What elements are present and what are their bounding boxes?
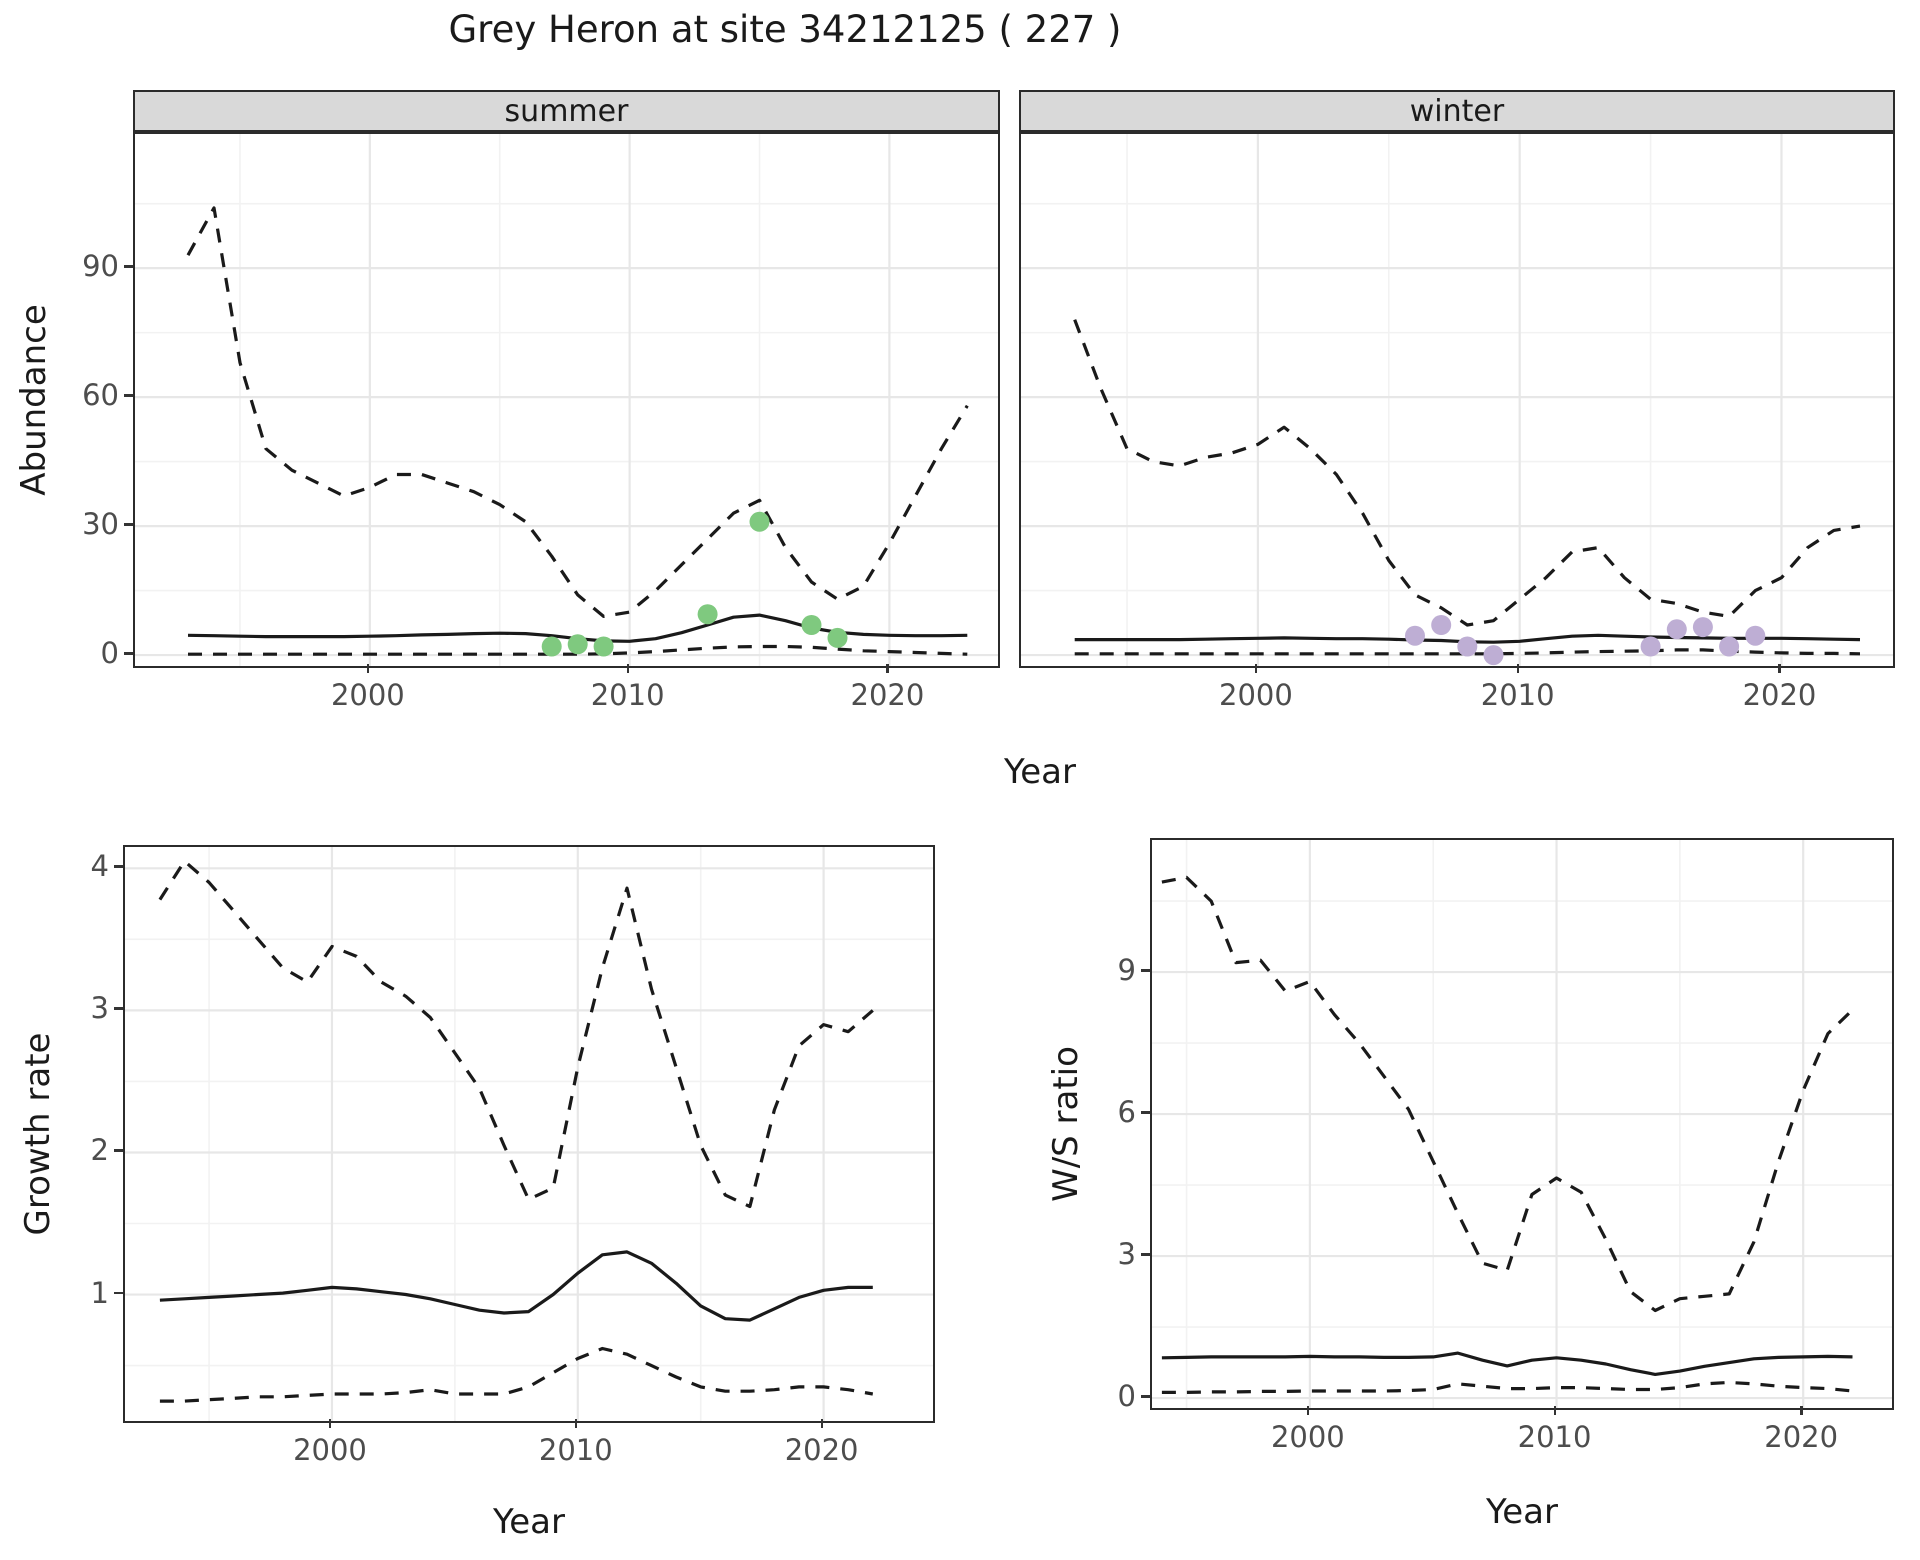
axis-tick-mark: [328, 1419, 332, 1428]
axis-tick-mark: [1306, 1406, 1310, 1415]
winter-abundance-observed-counts-point: [1719, 636, 1740, 657]
axis-tick-mark: [114, 865, 123, 868]
growth-rate-panel: [123, 845, 935, 1423]
ws-ratio-y-tick-label: 6: [1117, 1095, 1136, 1130]
winter-abundance-panel: [1019, 132, 1895, 668]
summer-abundance-observed-counts-point: [593, 636, 614, 657]
summer-abundance-y-tick-label: 30: [82, 507, 119, 542]
axis-tick-mark: [124, 394, 133, 397]
summer-abundance-x-tick-label: 2010: [590, 678, 665, 712]
winter-abundance-observed-counts-point: [1431, 615, 1452, 635]
ws-ratio-x-axis-title: Year: [1486, 1492, 1558, 1532]
summer-abundance-y-tick-label: 60: [82, 378, 119, 413]
summer-abundance-observed-counts-point: [567, 634, 588, 655]
winter-abundance-observed-counts-point: [1457, 636, 1478, 657]
axis-tick-mark: [1141, 1395, 1150, 1398]
axis-tick-mark: [1141, 1111, 1150, 1114]
winter-abundance-observed-counts-point: [1745, 625, 1766, 646]
summer-abundance-svg: [135, 134, 998, 666]
growth-rate-y-tick-label: 1: [90, 1275, 109, 1310]
axis-tick-mark: [114, 1007, 123, 1010]
growth-rate-upper-95ci-line: [158, 859, 874, 1209]
axis-tick-mark: [366, 664, 370, 673]
axis-tick-mark: [1553, 1406, 1557, 1415]
axis-tick-mark: [1516, 664, 1520, 673]
facet-strip-winter: winter: [1019, 90, 1895, 132]
axis-tick-mark: [1800, 1406, 1803, 1415]
summer-abundance-observed-counts-point: [697, 604, 718, 625]
ws-ratio-panel: [1150, 838, 1894, 1410]
axis-tick-mark: [114, 1149, 123, 1152]
winter-abundance-observed-counts-point: [1640, 636, 1661, 657]
summer-abundance-lower-95ci-line: [188, 644, 968, 656]
summer-abundance-x-tick-label: 2020: [850, 678, 925, 712]
winter-abundance-observed-counts-point: [1405, 625, 1425, 646]
chart-title: Grey Heron at site 34212125 ( 227 ): [448, 8, 1122, 51]
ws-ratio-x-tick-label: 2000: [1270, 1420, 1345, 1454]
summer-abundance-y-tick-label: 90: [82, 249, 119, 284]
summer-abundance-observed-counts-point: [801, 615, 822, 635]
growth-rate-lower-95ci-line: [159, 1346, 874, 1403]
facet-strip-summer-label: summer: [504, 93, 629, 129]
growth-rate-y-tick-label: 3: [90, 991, 109, 1026]
summer-abundance-panel: [133, 132, 1000, 668]
axis-tick-mark: [820, 1419, 824, 1428]
growth-rate-y-tick-label: 4: [90, 849, 109, 884]
axis-tick-mark: [124, 652, 133, 655]
axis-tick-mark: [1254, 664, 1258, 673]
winter-abundance-upper-95ci-line: [1073, 319, 1861, 627]
axis-tick-mark: [1141, 1253, 1150, 1256]
axis-tick-mark: [1778, 664, 1781, 673]
growth-rate-x-axis-title: Year: [493, 1502, 565, 1542]
ws-ratio-x-tick-label: 2020: [1764, 1420, 1839, 1454]
summer-abundance-observed-counts-point: [541, 636, 562, 657]
winter-abundance-observed-counts-point: [1692, 617, 1713, 638]
axis-tick-mark: [1141, 969, 1150, 972]
ws-ratio-median-line: [1161, 1351, 1853, 1376]
summer-abundance-observed-counts-point: [827, 627, 848, 648]
summer-abundance-observed-counts-point: [749, 511, 770, 532]
axis-tick-mark: [124, 265, 133, 268]
winter-abundance-svg: [1021, 134, 1893, 666]
ws-ratio-y-tick-label: 0: [1117, 1379, 1136, 1414]
facet-strip-winter-label: winter: [1409, 93, 1505, 129]
winter-abundance-observed-counts-point: [1666, 619, 1687, 640]
ws-ratio-y-tick-label: 9: [1117, 953, 1136, 988]
axis-tick-mark: [114, 1291, 123, 1295]
growth-rate-svg: [125, 847, 933, 1421]
ws-ratio-upper-95ci-line: [1161, 875, 1854, 1313]
summer-abundance-upper-95ci-line: [186, 206, 969, 618]
axis-tick-mark: [886, 664, 889, 673]
ws-ratio-svg: [1152, 840, 1892, 1408]
summer-abundance-x-tick-label: 2000: [330, 678, 405, 712]
ws-ratio-lower-95ci-line: [1161, 1380, 1853, 1394]
growth-rate-x-tick-label: 2020: [784, 1433, 859, 1467]
axis-tick-mark: [574, 1419, 578, 1428]
winter-abundance-x-tick-label: 2010: [1480, 678, 1555, 712]
growth-rate-x-tick-label: 2010: [538, 1433, 613, 1467]
summer-abundance-y-tick-label: 0: [100, 636, 119, 671]
growth-rate-y-tick-label: 2: [90, 1133, 109, 1168]
axis-tick-mark: [124, 523, 133, 526]
winter-abundance-x-tick-label: 2000: [1219, 678, 1293, 712]
axis-tick-mark: [626, 664, 630, 673]
winter-abundance-x-tick-label: 2020: [1742, 678, 1817, 712]
growth-rate-x-tick-label: 2000: [293, 1433, 367, 1467]
ws-ratio-y-tick-label: 3: [1117, 1237, 1136, 1272]
top-x-axis-title: Year: [1004, 752, 1076, 792]
ws-ratio-x-tick-label: 2010: [1517, 1420, 1592, 1454]
winter-abundance-observed-counts-point: [1483, 645, 1504, 666]
growth-rate-median-line: [159, 1250, 873, 1322]
facet-strip-summer: summer: [133, 90, 1000, 132]
